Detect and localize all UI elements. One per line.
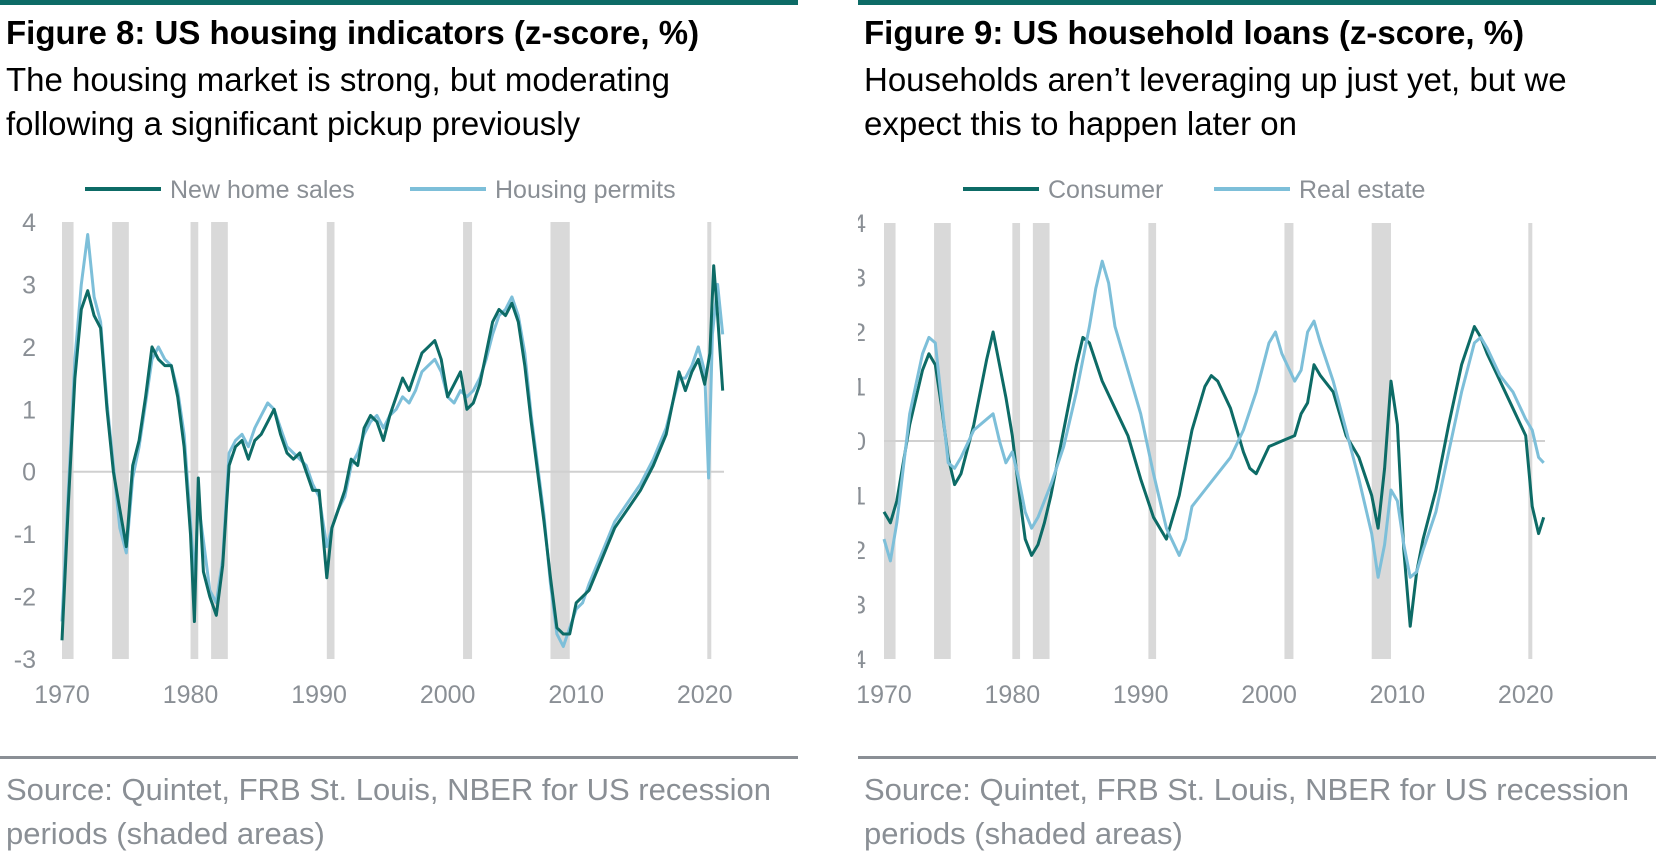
y-tick-label: -3	[858, 592, 866, 620]
y-tick-label: -2	[14, 584, 36, 612]
x-tick-label: 1990	[291, 681, 347, 709]
recession-band-2	[190, 222, 199, 659]
figure-8-title: Figure 8: US housing indicators (z-score…	[6, 14, 700, 51]
y-tick-label: -1	[858, 483, 866, 511]
x-tick-label: 1980	[985, 681, 1041, 709]
y-tick-label: 1	[22, 396, 36, 424]
figure-9-source: Source: Quintet, FRB St. Louis, NBER for…	[864, 772, 1629, 851]
recession-band-5	[463, 222, 473, 659]
y-tick-label: -1	[14, 521, 36, 549]
y-tick-label: 3	[22, 271, 36, 299]
x-tick-label: 2000	[1241, 681, 1297, 709]
x-tick-label: 2000	[420, 681, 476, 709]
y-tick-label: 2	[22, 334, 36, 362]
y-tick-label: -2	[858, 537, 866, 565]
x-tick-label: 1980	[163, 681, 219, 709]
recession-band-1	[112, 222, 129, 659]
x-tick-label: 1970	[858, 681, 912, 709]
y-tick-label: 3	[858, 265, 866, 293]
figure-8-top-rule	[0, 0, 798, 5]
figure-8-source: Source: Quintet, FRB St. Louis, NBER for…	[6, 772, 771, 851]
y-tick-label: 2	[858, 319, 866, 347]
series-line-new-home-sales	[60, 264, 725, 641]
x-tick-label: 1990	[1113, 681, 1169, 709]
y-tick-label: -3	[14, 646, 36, 674]
figure-9-title: Figure 9: US household loans (z-score, %…	[864, 14, 1525, 51]
series-line-consumer	[882, 325, 1546, 628]
figure-8-panel: Figure 8: US housing indicators (z-score…	[0, 0, 798, 857]
figure-9-bottom-rule	[858, 756, 1656, 759]
figure-9-subtitle: Households aren’t leveraging up just yet…	[864, 61, 1567, 142]
recession-band-6	[550, 222, 570, 659]
y-tick-label: 1	[858, 374, 866, 402]
figure-8-chart: 4 3 2 1 0 -1 -2 -3 1970 1980 1990 2000 2010 2020 New h…	[14, 176, 733, 709]
figure-9-top-rule	[858, 0, 1656, 5]
legend-label: Real estate	[1299, 176, 1425, 204]
x-tick-label: 2020	[677, 681, 733, 709]
x-tick-label: 1970	[34, 681, 90, 709]
legend-label: Consumer	[1048, 176, 1163, 204]
legend-label: Housing permits	[495, 176, 676, 204]
y-tick-label: 0	[22, 459, 36, 487]
series-line-housing-permits	[60, 233, 725, 648]
series-line-real-estate	[882, 259, 1545, 579]
legend-label: New home sales	[170, 176, 355, 204]
y-tick-label: -4	[858, 646, 866, 674]
y-tick-label: 4	[22, 209, 36, 237]
recession-band-4	[326, 222, 335, 659]
x-tick-label: 2010	[1370, 681, 1426, 709]
figure-8-subtitle: The housing market is strong, but modera…	[6, 61, 671, 142]
recession-band-0	[62, 222, 74, 659]
x-tick-label: 2020	[1498, 681, 1554, 709]
x-tick-label: 2010	[548, 681, 604, 709]
figure-9-chart: 4 3 2 1 0 -1 -2 -3 -4 1970 1980 1990 2000 2010 2020 Con…	[858, 176, 1554, 709]
figure-9-panel: Figure 9: US household loans (z-score, %…	[858, 0, 1656, 857]
figure-8-bottom-rule	[0, 756, 798, 759]
y-tick-label: 0	[858, 428, 866, 456]
y-tick-label: 4	[858, 210, 866, 238]
